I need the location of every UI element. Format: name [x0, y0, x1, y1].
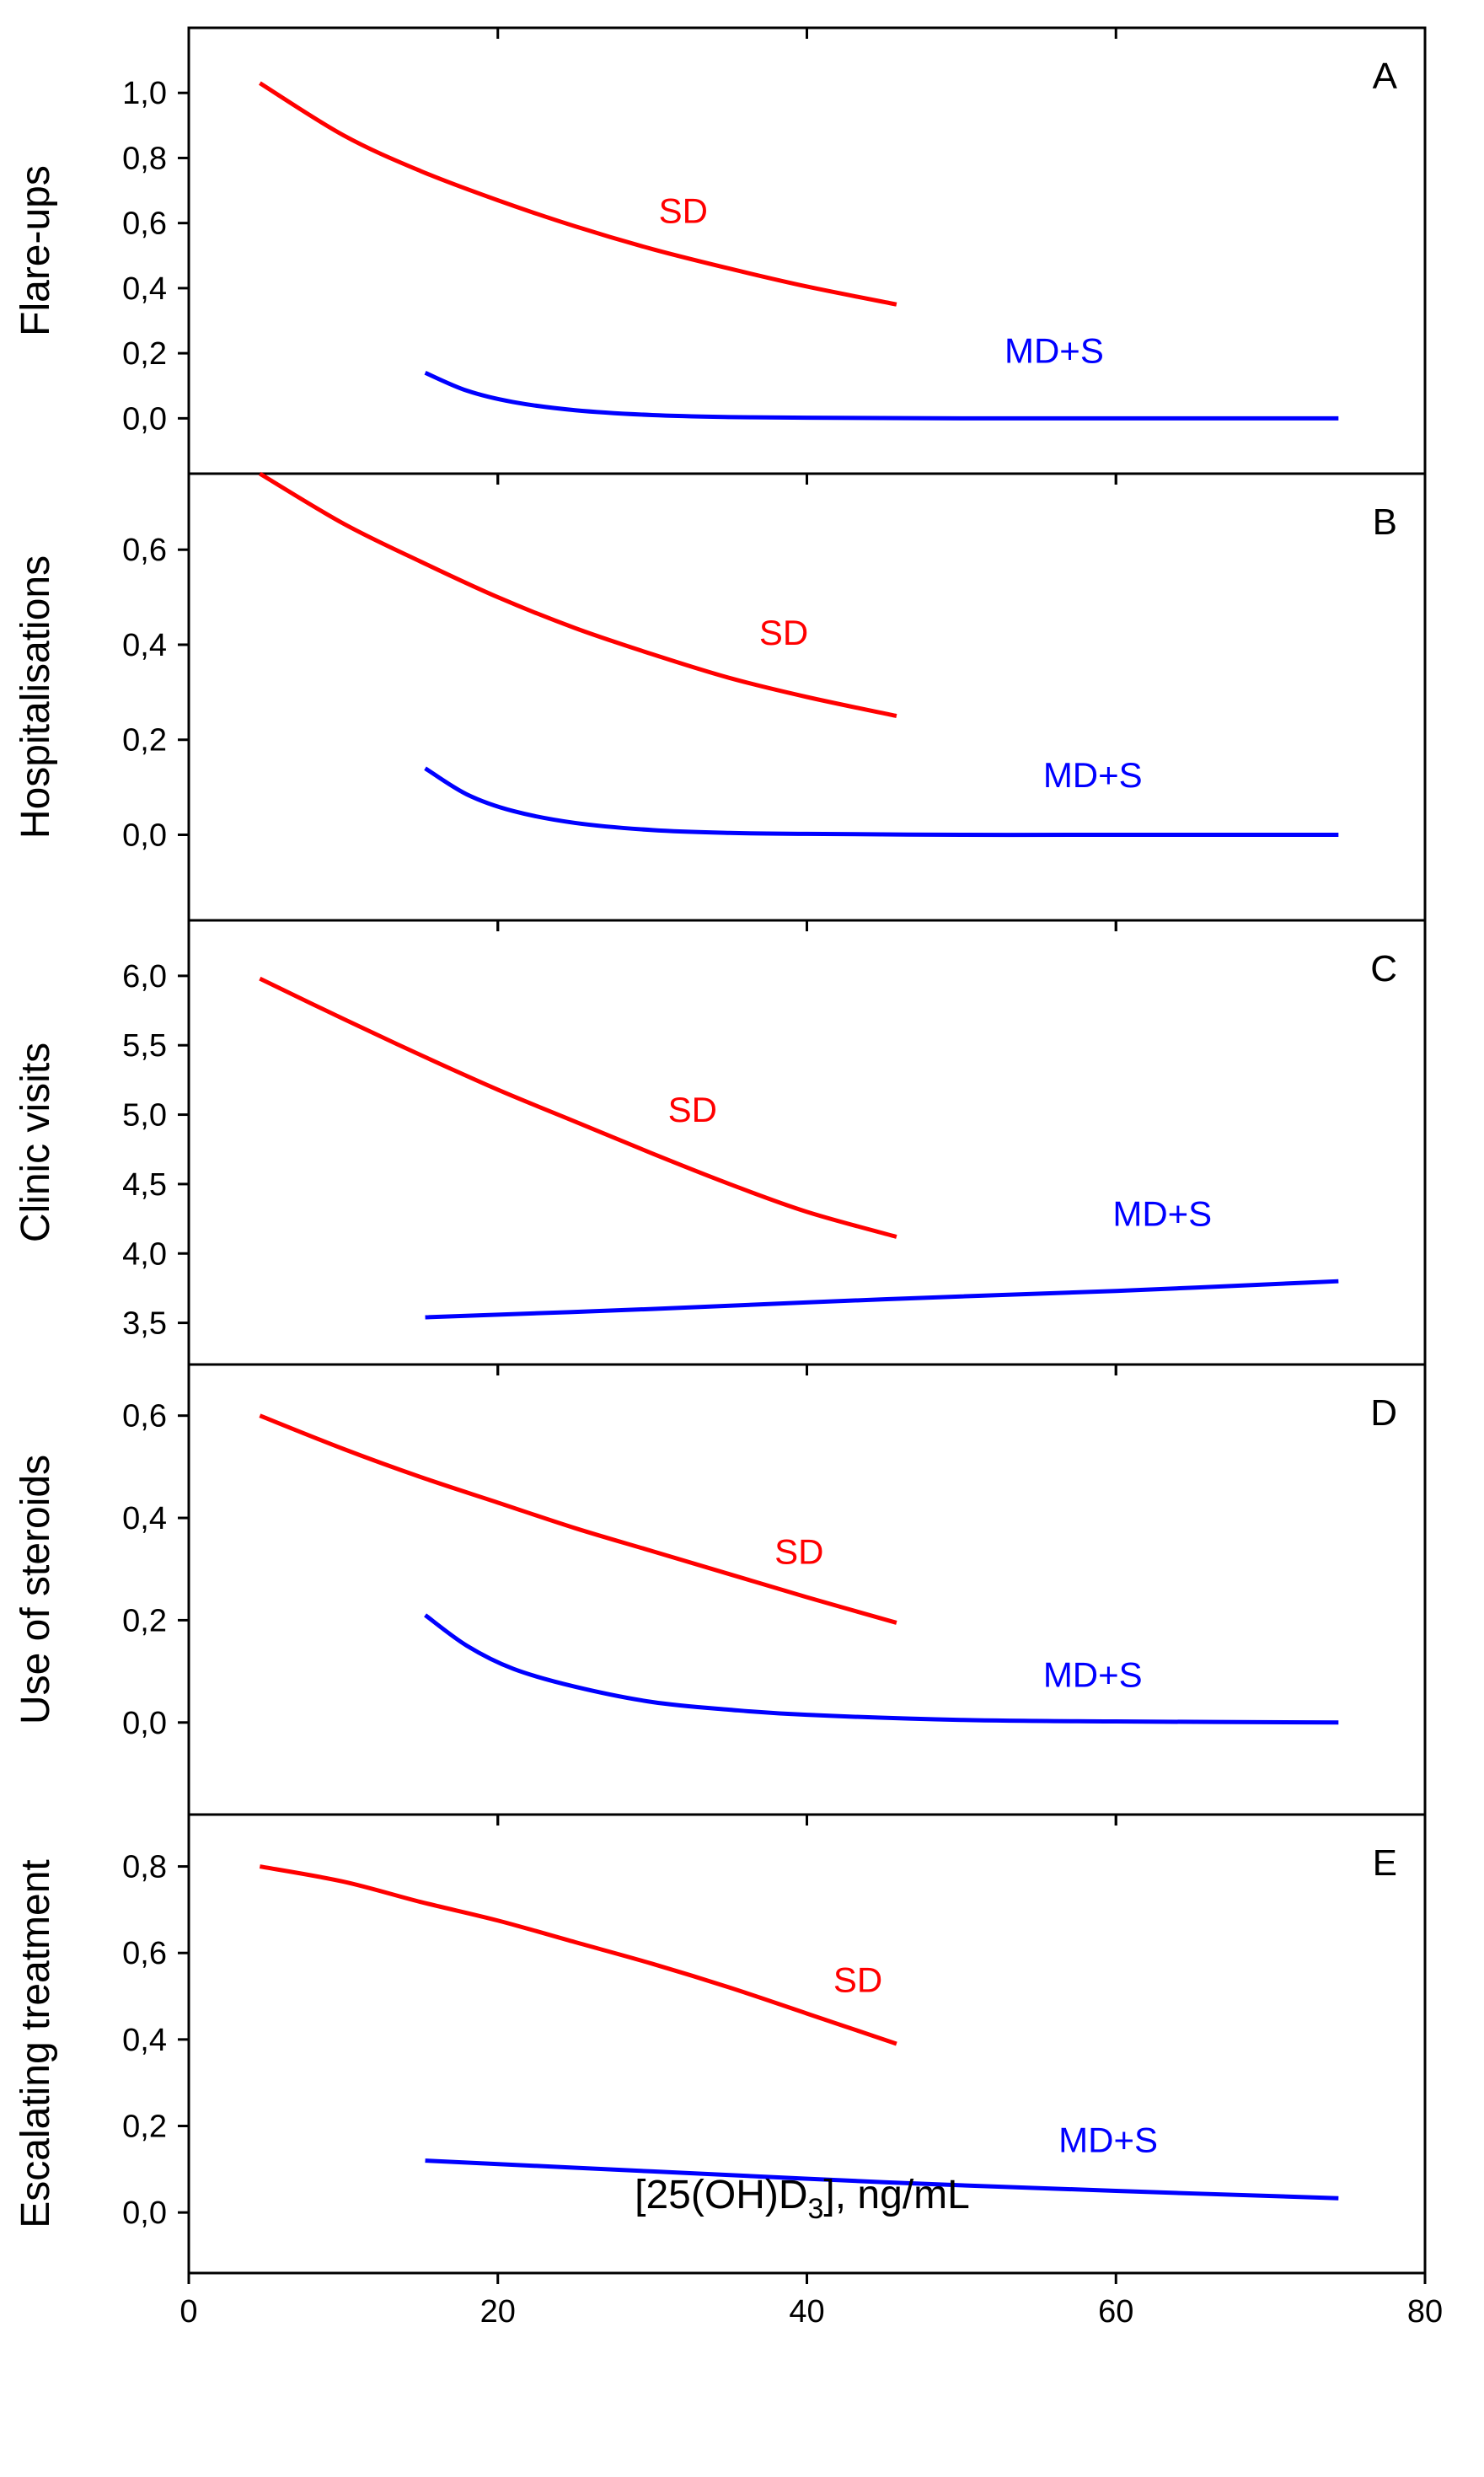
panels: 0,0 0,2 0,4 0,6 0,8 1,0 Flare-ups A SD MD+S 0,0 0,2… — [13, 26, 1427, 2284]
y-tick-label: 0,8 — [122, 1850, 167, 1885]
panel-letter: E — [1373, 1842, 1397, 1884]
x-tick-label: 20 — [480, 2294, 516, 2330]
y-tick-label: 0,2 — [122, 336, 167, 372]
series-line-sd — [259, 1413, 897, 1625]
series-label-sd: SD — [759, 613, 808, 652]
panel-letter: A — [1373, 56, 1398, 97]
y-tick-label: 0,6 — [122, 1399, 167, 1434]
series-label-sd: SD — [659, 191, 708, 231]
x-tick-label: 0 — [179, 2294, 197, 2330]
x-tick-label: 40 — [789, 2294, 824, 2330]
y-tick-label: 0,2 — [122, 2110, 167, 2145]
x-tick-label: 80 — [1407, 2294, 1443, 2330]
series-label-sd: SD — [668, 1090, 717, 1129]
y-tick-label: 0,2 — [122, 1603, 167, 1638]
panel-letter: D — [1370, 1392, 1397, 1434]
y-axis-title: Use of steroids — [13, 1455, 58, 1724]
series-line-sd — [259, 81, 897, 307]
y-axis-title: Escalating treatment — [13, 1859, 58, 2228]
x-axis-title: [25(OH)D3], ng/mL — [635, 2173, 970, 2225]
y-tick-label: 0,6 — [122, 206, 167, 242]
y-tick-label: 4,5 — [122, 1167, 167, 1203]
y-tick-label: 0,4 — [122, 1501, 167, 1536]
x-tick-label: 60 — [1098, 2294, 1133, 2330]
y-tick-label: 5,5 — [122, 1028, 167, 1064]
series-label-md-s: MD+S — [1112, 1193, 1212, 1233]
panel-a: 0,0 0,2 0,4 0,6 0,8 1,0 Flare-ups A SD MD+S — [13, 26, 1427, 485]
series-label-md-s: MD+S — [1058, 2120, 1158, 2159]
y-tick-label: 1,0 — [122, 76, 167, 111]
series-label-md-s: MD+S — [1043, 1654, 1143, 1694]
y-tick-label: 5,0 — [122, 1098, 167, 1134]
y-tick-label: 0,0 — [122, 401, 167, 437]
y-axis-title: Hospitalisations — [13, 555, 58, 839]
y-tick-label: 6,0 — [122, 959, 167, 995]
y-tick-label: 0,4 — [122, 271, 167, 307]
y-tick-label: 0,6 — [122, 533, 167, 568]
y-tick-label: 0,2 — [122, 723, 167, 759]
y-tick-label: 0,0 — [122, 818, 167, 854]
series-label-md-s: MD+S — [1043, 755, 1143, 795]
panel-d: 0,0 0,2 0,4 0,6 Use of steroids D SD MD+S — [13, 1363, 1427, 1826]
y-axis-title: Clinic visits — [13, 1043, 58, 1242]
y-tick-label: 3,5 — [122, 1306, 167, 1342]
panel-letter: C — [1370, 948, 1397, 989]
y-tick-label: 0,0 — [122, 2196, 167, 2231]
series-label-sd: SD — [774, 1532, 823, 1572]
panel-letter: B — [1373, 501, 1397, 543]
series-line-sd — [259, 1864, 897, 2046]
y-axis-title: Flare-ups — [13, 165, 58, 336]
y-tick-label: 0,8 — [122, 141, 167, 176]
series-label-md-s: MD+S — [1005, 331, 1104, 371]
series-line-md-s — [425, 1279, 1339, 1320]
y-tick-label: 0,4 — [122, 2023, 167, 2058]
y-tick-label: 0,0 — [122, 1706, 167, 1741]
panel-e: 0,0 0,2 0,4 0,6 0,8 Escalating treatment E SD MD… — [13, 1813, 1427, 2284]
y-tick-label: 4,0 — [122, 1236, 167, 1272]
series-line-md-s — [424, 1613, 1339, 1725]
series-line-md-s — [424, 766, 1339, 838]
series-line-md-s — [424, 371, 1339, 421]
x-axis: 0 20 40 60 80 — [179, 2294, 1443, 2330]
series-label-sd: SD — [833, 1960, 882, 1999]
series-line-sd — [259, 976, 897, 1239]
series-line-md-s — [425, 2158, 1339, 2201]
y-tick-label: 0,4 — [122, 628, 167, 663]
y-tick-label: 0,6 — [122, 1936, 167, 1971]
series-line-sd — [259, 471, 897, 718]
